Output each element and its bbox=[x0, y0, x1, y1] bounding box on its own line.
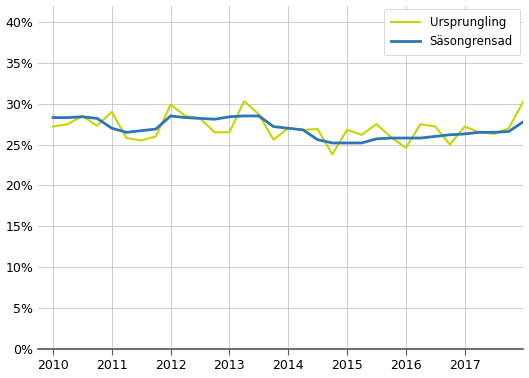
Ursprungling bbox=[373, 122, 380, 126]
Ursprungling bbox=[108, 110, 115, 114]
Ursprungling bbox=[300, 128, 306, 132]
Säsongrensad bbox=[506, 129, 512, 134]
Säsongrensad bbox=[123, 130, 130, 135]
Säsongrensad bbox=[476, 130, 482, 135]
Säsongrensad bbox=[344, 141, 350, 145]
Ursprungling bbox=[226, 130, 233, 135]
Säsongrensad bbox=[79, 115, 86, 119]
Legend: Ursprungling, Säsongrensad: Ursprungling, Säsongrensad bbox=[384, 9, 520, 55]
Ursprungling bbox=[388, 135, 394, 139]
Ursprungling bbox=[168, 102, 174, 107]
Säsongrensad bbox=[403, 136, 409, 140]
Line: Ursprungling: Ursprungling bbox=[53, 101, 529, 154]
Säsongrensad bbox=[329, 141, 335, 145]
Ursprungling bbox=[138, 138, 144, 143]
Säsongrensad bbox=[65, 115, 71, 120]
Ursprungling bbox=[197, 116, 203, 121]
Ursprungling bbox=[270, 138, 277, 142]
Ursprungling bbox=[94, 124, 101, 128]
Säsongrensad bbox=[520, 119, 526, 124]
Ursprungling bbox=[476, 130, 482, 135]
Säsongrensad bbox=[256, 114, 262, 118]
Säsongrensad bbox=[300, 128, 306, 132]
Ursprungling bbox=[123, 136, 130, 140]
Ursprungling bbox=[314, 127, 321, 131]
Ursprungling bbox=[506, 126, 512, 130]
Ursprungling bbox=[403, 146, 409, 150]
Säsongrensad bbox=[373, 136, 380, 141]
Ursprungling bbox=[241, 99, 247, 104]
Ursprungling bbox=[344, 128, 350, 132]
Säsongrensad bbox=[461, 132, 468, 136]
Säsongrensad bbox=[197, 116, 203, 121]
Ursprungling bbox=[285, 126, 291, 130]
Säsongrensad bbox=[212, 117, 218, 121]
Ursprungling bbox=[182, 114, 188, 118]
Säsongrensad bbox=[491, 130, 497, 135]
Ursprungling bbox=[329, 152, 335, 156]
Ursprungling bbox=[153, 134, 159, 139]
Ursprungling bbox=[417, 122, 424, 126]
Ursprungling bbox=[212, 130, 218, 135]
Säsongrensad bbox=[50, 115, 56, 120]
Säsongrensad bbox=[314, 138, 321, 142]
Ursprungling bbox=[520, 99, 526, 104]
Ursprungling bbox=[447, 142, 453, 147]
Säsongrensad bbox=[417, 136, 424, 140]
Ursprungling bbox=[256, 112, 262, 116]
Säsongrensad bbox=[285, 126, 291, 130]
Säsongrensad bbox=[447, 133, 453, 137]
Säsongrensad bbox=[226, 115, 233, 119]
Säsongrensad bbox=[359, 141, 365, 145]
Ursprungling bbox=[432, 124, 439, 129]
Säsongrensad bbox=[241, 114, 247, 118]
Säsongrensad bbox=[432, 134, 439, 139]
Säsongrensad bbox=[168, 114, 174, 118]
Säsongrensad bbox=[270, 124, 277, 129]
Säsongrensad bbox=[108, 126, 115, 130]
Säsongrensad bbox=[138, 129, 144, 133]
Ursprungling bbox=[65, 122, 71, 126]
Säsongrensad bbox=[182, 115, 188, 120]
Säsongrensad bbox=[388, 136, 394, 140]
Ursprungling bbox=[50, 124, 56, 129]
Ursprungling bbox=[359, 133, 365, 137]
Säsongrensad bbox=[153, 127, 159, 131]
Ursprungling bbox=[79, 114, 86, 118]
Säsongrensad bbox=[94, 116, 101, 121]
Ursprungling bbox=[461, 124, 468, 129]
Line: Säsongrensad: Säsongrensad bbox=[53, 116, 529, 143]
Ursprungling bbox=[491, 132, 497, 136]
